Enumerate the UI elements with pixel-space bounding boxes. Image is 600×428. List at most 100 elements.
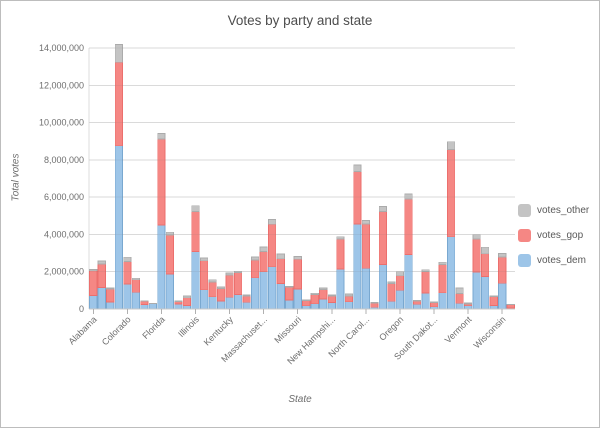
bar-segment-votes_other[interactable] (421, 269, 430, 272)
bar-segment-votes_gop[interactable] (276, 258, 285, 284)
legend-item-votes-dem[interactable]: votes_dem (518, 248, 589, 273)
bar-new-jersey[interactable] (336, 236, 345, 310)
bar-segment-votes_gop[interactable] (429, 302, 439, 308)
bar-nebraska[interactable] (310, 292, 319, 310)
bar-segment-votes_dem[interactable] (481, 276, 490, 310)
bar-pennsylvania[interactable] (404, 193, 413, 310)
bar-segment-votes_gop[interactable] (234, 272, 243, 295)
bar-oregon[interactable] (395, 271, 405, 310)
bar-segment-votes_gop[interactable] (268, 223, 277, 268)
bar-segment-votes_other[interactable] (344, 293, 353, 297)
bar-segment-votes_other[interactable] (216, 286, 226, 289)
bar-segment-votes_dem[interactable] (89, 294, 98, 310)
bar-wyoming[interactable] (506, 303, 515, 310)
bar-iowa[interactable] (208, 279, 217, 310)
bar-segment-votes_other[interactable] (234, 270, 243, 273)
bar-kentucky[interactable] (225, 272, 234, 310)
bar-segment-votes_gop[interactable] (395, 275, 405, 291)
bar-segment-votes_gop[interactable] (472, 238, 481, 273)
bar-segment-votes_dem[interactable] (378, 263, 387, 310)
bar-segment-votes_gop[interactable] (327, 295, 336, 303)
bar-massachusetts[interactable] (259, 246, 268, 310)
bar-segment-votes_gop[interactable] (344, 295, 353, 303)
legend-item-votes-gop[interactable]: votes_gop (518, 223, 589, 248)
bar-maine[interactable] (242, 294, 251, 310)
bar-segment-votes_gop[interactable] (123, 261, 132, 285)
bar-segment-votes_dem[interactable] (421, 292, 430, 310)
bar-segment-votes_dem[interactable] (182, 305, 192, 310)
bar-segment-votes_other[interactable] (157, 132, 166, 140)
bar-segment-votes_dem[interactable] (498, 282, 507, 310)
bar-segment-votes_dem[interactable] (97, 286, 106, 310)
bar-nevada[interactable] (319, 287, 328, 310)
bar-north-carolina[interactable] (361, 220, 370, 310)
bar-segment-votes_gop[interactable] (131, 279, 140, 293)
bar-segment-votes_dem[interactable] (447, 236, 456, 310)
bar-segment-votes_other[interactable] (225, 272, 234, 276)
bar-segment-votes_gop[interactable] (208, 281, 217, 298)
bar-segment-votes_dem[interactable] (216, 300, 226, 310)
bar-segment-votes_dem[interactable] (225, 296, 234, 310)
bar-arkansas[interactable] (106, 287, 115, 310)
bar-segment-votes_dem[interactable] (242, 301, 251, 310)
bar-segment-votes_other[interactable] (276, 253, 285, 260)
bar-segment-votes_gop[interactable] (97, 263, 106, 288)
bar-segment-votes_gop[interactable] (370, 302, 379, 308)
bar-segment-votes_dem[interactable] (148, 303, 157, 310)
bar-segment-votes_gop[interactable] (438, 263, 447, 294)
bar-segment-votes_dem[interactable] (276, 283, 285, 310)
bar-segment-votes_dem[interactable] (327, 302, 336, 310)
bar-segment-votes_dem[interactable] (268, 266, 277, 310)
bar-segment-votes_other[interactable] (472, 234, 481, 240)
bar-segment-votes_other[interactable] (498, 253, 507, 258)
bar-segment-votes_other[interactable] (353, 164, 362, 172)
bar-washington[interactable] (481, 246, 490, 310)
bar-segment-votes_dem[interactable] (157, 224, 166, 310)
bar-segment-votes_other[interactable] (242, 294, 251, 297)
bar-segment-votes_gop[interactable] (114, 61, 123, 147)
bar-segment-votes_dem[interactable] (344, 301, 353, 310)
bar-segment-votes_dem[interactable] (310, 303, 319, 310)
bar-segment-votes_dem[interactable] (106, 301, 115, 310)
bar-segment-votes_dem[interactable] (472, 271, 481, 310)
bar-segment-votes_other[interactable] (464, 302, 473, 305)
bar-segment-votes_other[interactable] (319, 287, 328, 290)
bar-segment-votes_dem[interactable] (438, 292, 447, 310)
bar-segment-votes_other[interactable] (336, 236, 345, 240)
bar-segment-votes_gop[interactable] (498, 256, 507, 284)
bar-segment-votes_other[interactable] (123, 256, 132, 263)
bar-segment-votes_other[interactable] (447, 141, 456, 150)
bar-mississippi[interactable] (285, 286, 294, 310)
bar-connecticut[interactable] (131, 277, 140, 310)
bar-segment-votes_gop[interactable] (89, 270, 98, 296)
bar-idaho[interactable] (182, 295, 192, 310)
bar-segment-votes_gop[interactable] (481, 253, 490, 277)
bar-segment-votes_other[interactable] (310, 292, 319, 295)
bar-segment-votes_gop[interactable] (412, 300, 422, 305)
bar-segment-votes_other[interactable] (208, 279, 217, 283)
bar-segment-votes_other[interactable] (268, 219, 277, 225)
bar-segment-votes_other[interactable] (302, 299, 311, 301)
legend-item-votes-other[interactable]: votes_other (518, 198, 589, 223)
bar-segment-votes_gop[interactable] (455, 293, 464, 304)
bar-segment-votes_other[interactable] (378, 206, 387, 212)
bar-segment-votes_other[interactable] (370, 302, 379, 304)
bar-south-dakota[interactable] (429, 301, 439, 310)
bar-segment-votes_gop[interactable] (387, 283, 396, 302)
bar-segment-votes_dem[interactable] (123, 283, 132, 310)
bar-segment-votes_gop[interactable] (361, 223, 370, 269)
bar-segment-votes_gop[interactable] (285, 286, 294, 301)
bar-segment-votes_dem[interactable] (319, 298, 328, 310)
bar-segment-votes_other[interactable] (259, 246, 268, 252)
bar-segment-votes_gop[interactable] (140, 300, 149, 306)
bar-montana[interactable] (302, 299, 311, 310)
bar-missouri[interactable] (293, 256, 302, 310)
bar-segment-votes_gop[interactable] (336, 238, 345, 270)
bar-segment-votes_other[interactable] (489, 295, 498, 297)
bar-segment-votes_gop[interactable] (165, 234, 174, 275)
bar-segment-votes_other[interactable] (438, 261, 447, 265)
bar-vermont[interactable] (464, 302, 473, 310)
bar-segment-votes_other[interactable] (251, 256, 260, 261)
bar-south-carolina[interactable] (421, 269, 430, 310)
bar-segment-votes_dem[interactable] (293, 288, 302, 310)
